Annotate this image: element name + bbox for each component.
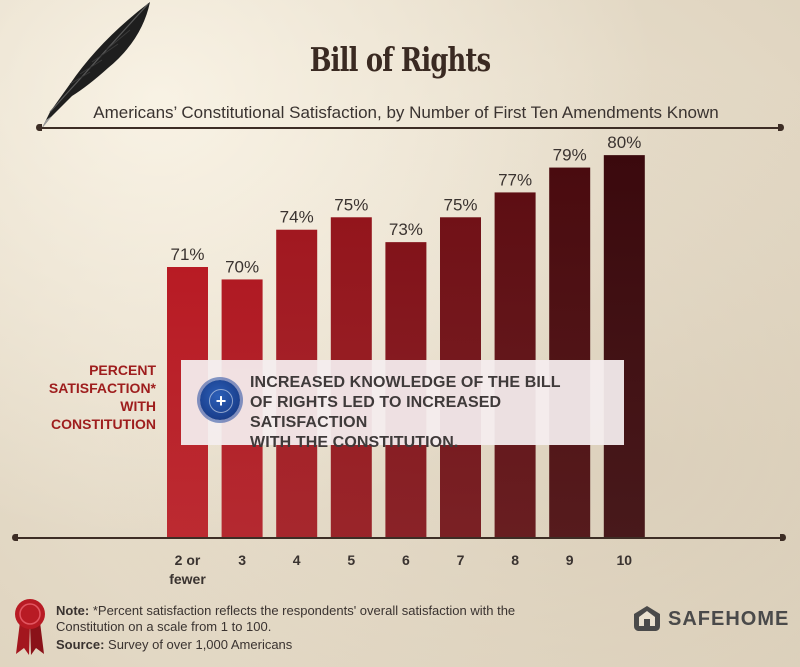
note-label: Note: xyxy=(56,603,90,618)
x-tick-label: 9 xyxy=(566,552,574,568)
y-axis-label-line: PERCENT xyxy=(89,362,156,378)
bar-value-label: 75% xyxy=(443,195,477,214)
brand-logo: SAFEHOME xyxy=(632,604,792,634)
callout-line: WITH THE CONSTITUTION. xyxy=(250,434,459,451)
x-axis-baseline xyxy=(12,534,786,541)
bar-value-label: 75% xyxy=(334,195,368,214)
bar-value-label: 71% xyxy=(170,245,204,264)
y-axis-label-line: CONSTITUTION xyxy=(51,416,156,432)
y-axis-label-line: SATISFACTION* xyxy=(48,380,156,396)
bar-value-label: 77% xyxy=(498,170,532,189)
source-label: Source: xyxy=(56,637,105,652)
x-tick-label: 10 xyxy=(617,552,633,568)
title-divider xyxy=(36,124,784,131)
x-tick-label: 5 xyxy=(347,552,355,568)
callout-line: OF RIGHTS LED TO INCREASED SATISFACTION xyxy=(250,394,502,431)
award-ribbon-icon xyxy=(15,599,45,655)
footnote: Note: *Percent satisfaction reflects the… xyxy=(56,603,576,635)
chart-title: Bill of Rights xyxy=(309,40,491,79)
bar-value-label: 80% xyxy=(607,133,641,152)
source-text: Survey of over 1,000 Americans xyxy=(108,637,293,652)
bar-value-label: 74% xyxy=(280,208,314,227)
chart-subtitle: Americans’ Constitutional Satisfaction, … xyxy=(93,103,719,122)
y-axis-label: PERCENT SATISFACTION* WITH CONSTITUTION xyxy=(18,361,156,433)
x-tick-label: 7 xyxy=(457,552,465,568)
bar-value-label: 70% xyxy=(225,257,259,276)
bar xyxy=(603,155,645,537)
house-shield-icon xyxy=(634,606,660,631)
source-line: Source: Survey of over 1,000 Americans xyxy=(56,637,292,652)
callout-line: INCREASED KNOWLEDGE OF THE BILL xyxy=(250,374,561,391)
x-tick-label: 2 or fewer xyxy=(169,552,206,587)
y-axis-label-line: WITH xyxy=(120,398,156,414)
bar-value-label: 79% xyxy=(553,146,587,165)
callout-text: INCREASED KNOWLEDGE OF THE BILL OF RIGHT… xyxy=(250,373,620,453)
brand-name: SAFEHOME xyxy=(668,608,790,630)
x-tick-label: 4 xyxy=(293,552,301,568)
plus-seal-icon: + xyxy=(200,380,240,420)
callout-box: + INCREASED KNOWLEDGE OF THE BILL OF RIG… xyxy=(181,360,624,451)
bar-value-label: 73% xyxy=(389,220,423,239)
bar xyxy=(549,167,591,537)
note-text: *Percent satisfaction reflects the respo… xyxy=(56,603,516,634)
x-tick-label: 6 xyxy=(402,552,410,568)
x-tick-label: 3 xyxy=(238,552,246,568)
x-tick-label: 8 xyxy=(511,552,519,568)
